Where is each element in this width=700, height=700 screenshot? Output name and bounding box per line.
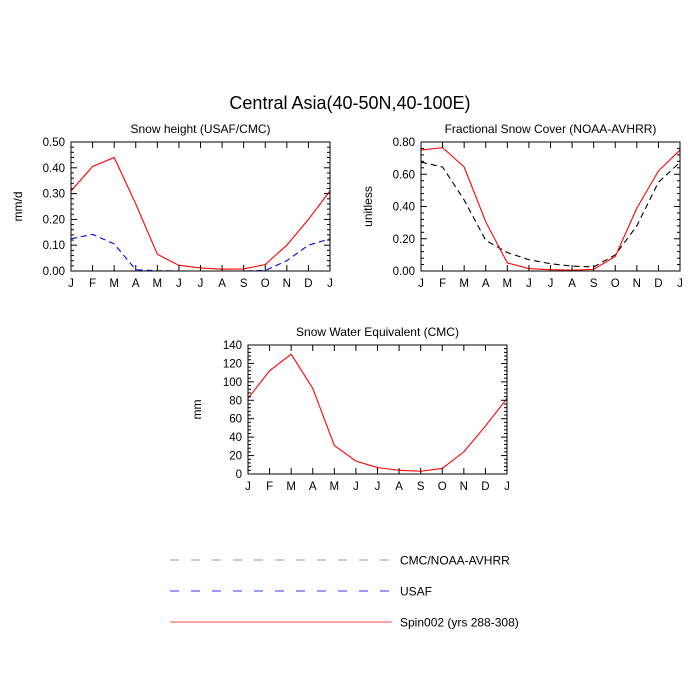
plot-frame <box>70 141 331 272</box>
panel-title: Snow Water Equivalent (CMC) <box>296 325 459 339</box>
series-line-cmc-noaa-avhrr <box>420 161 681 268</box>
x-tick-label: S <box>417 481 425 493</box>
plot-frame <box>420 141 681 272</box>
x-tick-label: A <box>395 481 403 493</box>
legend-entry-2: Spin002 (yrs 288-308) <box>170 616 519 630</box>
chart-snow-height: Snow height (USAF/CMC)mm/dJ F M A M J J A S O N D J0… <box>11 122 333 290</box>
y-tick-label: 0.00 <box>43 266 65 278</box>
x-tick-label: J <box>176 278 182 290</box>
y-tick-label: 20 <box>229 451 242 463</box>
x-tick-label: F <box>266 481 273 493</box>
y-axis-label: unitless <box>361 186 375 227</box>
y-tick-label: 0.80 <box>393 137 415 149</box>
y-tick-label: 140 <box>223 340 242 352</box>
y-tick-label: 0.60 <box>393 169 415 181</box>
x-tick-label: J <box>353 481 359 493</box>
x-tick-label: N <box>460 481 468 493</box>
x-tick-label: N <box>633 278 641 290</box>
y-tick-label: 80 <box>229 395 242 407</box>
x-tick-label: J <box>68 278 74 290</box>
legend-label: Spin002 (yrs 288-308) <box>400 616 519 630</box>
x-tick-label: J <box>677 278 683 290</box>
y-tick-label: 0.50 <box>43 137 65 149</box>
series-line-spin002-yrs-288-308- <box>420 147 681 271</box>
x-tick-label: J <box>548 278 554 290</box>
x-tick-label: J <box>526 278 532 290</box>
x-tick-label: D <box>304 278 312 290</box>
x-tick-label: J <box>327 278 333 290</box>
y-tick-label: 0.40 <box>43 163 65 175</box>
y-axis-label: mm/d <box>11 192 25 222</box>
y-tick-label: 0.00 <box>393 266 415 278</box>
legend-entry-0: CMC/NOAA-AVHRR <box>170 554 510 568</box>
x-tick-label: M <box>459 278 469 290</box>
x-tick-label: O <box>438 481 447 493</box>
x-tick-label: A <box>132 278 140 290</box>
x-tick-label: O <box>611 278 620 290</box>
x-tick-label: M <box>503 278 513 290</box>
x-tick-label: A <box>482 278 490 290</box>
series-line-spin002-yrs-288-308- <box>70 156 331 270</box>
x-tick-label: D <box>481 481 489 493</box>
x-tick-label: S <box>590 278 598 290</box>
x-tick-label: J <box>504 481 510 493</box>
legend-label: CMC/NOAA-AVHRR <box>400 554 510 568</box>
y-tick-label: 0.30 <box>43 189 65 201</box>
y-tick-label: 0 <box>236 469 242 481</box>
chart-snow-water-equivalent: Snow Water Equivalent (CMC) mm J F M A M J J A S O N… <box>190 325 510 493</box>
x-tick-label: J <box>375 481 381 493</box>
x-tick-label: F <box>439 278 446 290</box>
x-tick-label: O <box>261 278 270 290</box>
chart-fractional-snow-cover: Fractional Snow Cover (NOAA-AVHRR) unitle… <box>361 122 683 290</box>
x-tick-label: S <box>240 278 248 290</box>
x-tick-label: J <box>418 278 424 290</box>
x-tick-label: F <box>89 278 96 290</box>
legend-entry-1: USAF <box>170 585 432 599</box>
x-tick-label: J <box>198 278 204 290</box>
y-axis-label: mm <box>190 400 204 420</box>
y-tick-label: 100 <box>223 377 242 389</box>
y-tick-label: 120 <box>223 358 242 370</box>
y-tick-label: 60 <box>229 414 242 426</box>
y-tick-label: 0.20 <box>393 234 415 246</box>
x-tick-label: M <box>153 278 163 290</box>
series-line-spin002-yrs-288-308- <box>247 353 508 472</box>
legend: CMC/NOAA-AVHRR USAF Spin002 (yrs 288-308) <box>170 554 519 630</box>
y-tick-label: 0.20 <box>43 214 65 226</box>
panel-title: Snow height (USAF/CMC) <box>130 122 270 136</box>
x-tick-label: N <box>283 278 291 290</box>
x-tick-label: A <box>309 481 317 493</box>
x-tick-label: M <box>330 481 340 493</box>
plot-frame <box>247 344 508 475</box>
figure-title: Central Asia(40-50N,40-100E) <box>229 93 470 113</box>
x-tick-label: A <box>218 278 226 290</box>
y-tick-label: 0.10 <box>43 240 65 252</box>
x-tick-label: D <box>654 278 662 290</box>
x-tick-label: M <box>109 278 119 290</box>
x-tick-label: M <box>286 481 296 493</box>
y-tick-label: 40 <box>229 432 242 444</box>
y-tick-label: 0.40 <box>393 202 415 214</box>
x-tick-label: A <box>568 278 576 290</box>
legend-label: USAF <box>400 585 432 599</box>
x-tick-label: J <box>245 481 251 493</box>
panel-title: Fractional Snow Cover (NOAA-AVHRR) <box>445 122 657 136</box>
